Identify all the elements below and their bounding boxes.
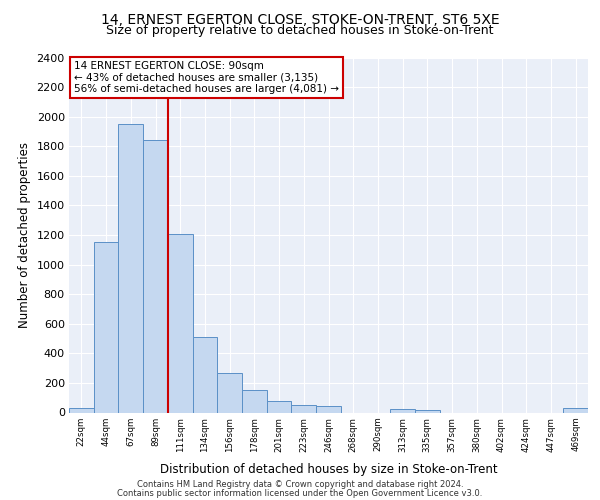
- Bar: [217, 374, 242, 412]
- Bar: [193, 337, 217, 412]
- Bar: [168, 234, 193, 412]
- Y-axis label: Number of detached properties: Number of detached properties: [18, 142, 31, 328]
- Bar: [292, 405, 316, 412]
- Text: Contains public sector information licensed under the Open Government Licence v3: Contains public sector information licen…: [118, 488, 482, 498]
- Bar: [118, 124, 143, 412]
- Bar: [69, 408, 94, 412]
- X-axis label: Distribution of detached houses by size in Stoke-on-Trent: Distribution of detached houses by size …: [160, 462, 497, 475]
- Bar: [415, 410, 440, 412]
- Text: 14 ERNEST EGERTON CLOSE: 90sqm
← 43% of detached houses are smaller (3,135)
56% : 14 ERNEST EGERTON CLOSE: 90sqm ← 43% of …: [74, 61, 339, 94]
- Text: Contains HM Land Registry data © Crown copyright and database right 2024.: Contains HM Land Registry data © Crown c…: [137, 480, 463, 489]
- Bar: [143, 140, 168, 412]
- Bar: [563, 408, 588, 412]
- Text: Size of property relative to detached houses in Stoke-on-Trent: Size of property relative to detached ho…: [106, 24, 494, 37]
- Bar: [267, 400, 292, 412]
- Bar: [94, 242, 118, 412]
- Bar: [390, 409, 415, 412]
- Text: 14, ERNEST EGERTON CLOSE, STOKE-ON-TRENT, ST6 5XE: 14, ERNEST EGERTON CLOSE, STOKE-ON-TRENT…: [101, 12, 499, 26]
- Bar: [316, 406, 341, 412]
- Bar: [242, 390, 267, 412]
